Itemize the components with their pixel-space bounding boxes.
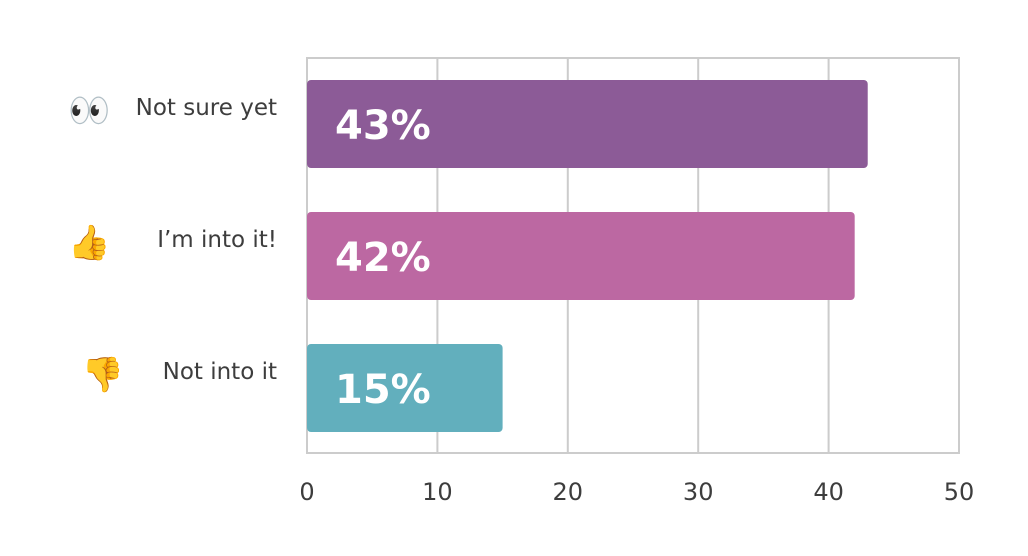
x-tick-label: 10 (422, 478, 453, 506)
thumbs-down-icon: 👎 (81, 355, 123, 395)
bar-2 (307, 212, 855, 300)
thumbs-up-icon: 👍 (68, 223, 110, 263)
bar-data-label: 42% (335, 235, 431, 281)
category-label: I’m into it! (157, 227, 277, 253)
x-tick-label: 30 (683, 478, 714, 506)
bar-3 (307, 344, 503, 432)
bar-data-labels: 43% 42% 15% (335, 103, 431, 413)
bar-1 (307, 80, 868, 168)
bars (307, 80, 868, 432)
x-tick-label: 20 (553, 478, 584, 506)
category-label: Not sure yet (136, 95, 277, 121)
category-labels: Not sure yet 👀 I’m into it! 👍 Not into it 👎 (68, 91, 277, 395)
x-tick-label: 40 (813, 478, 844, 506)
eyes-icon: 👀 (68, 91, 110, 131)
bar-data-label: 15% (335, 367, 431, 413)
x-axis-tick-labels: 0 10 20 30 40 50 (299, 478, 974, 506)
bar-data-label: 43% (335, 103, 431, 149)
x-tick-label: 0 (299, 478, 314, 506)
x-tick-label: 50 (944, 478, 975, 506)
category-label: Not into it (163, 359, 277, 385)
